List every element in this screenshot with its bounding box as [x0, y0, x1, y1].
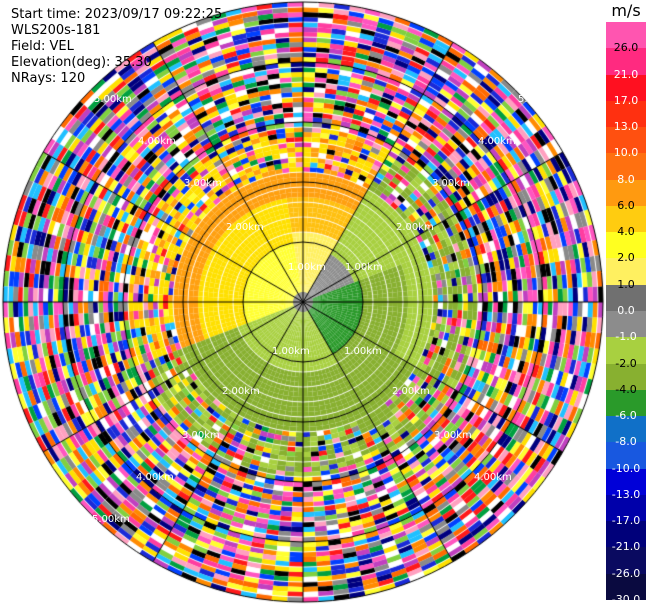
- range-label-3km-se: 3.00km: [434, 430, 472, 441]
- colorbar-tick-label: 17.0: [613, 93, 639, 107]
- colorbar-swatch: [606, 258, 646, 286]
- colorbar-swatch: [606, 179, 646, 207]
- start-time-label: Start time: 2023/09/17 09:22:25: [11, 7, 223, 22]
- range-label-5km-sw: 5.00km: [92, 514, 130, 525]
- range-label-1km-n: 1.00km: [288, 262, 326, 273]
- range-label-3km-sw: 3.00km: [182, 430, 220, 441]
- range-label-4km-sw: 4.00km: [136, 472, 174, 483]
- colorbar-tick-label: -1.0: [615, 330, 637, 344]
- colorbar-swatch: [606, 153, 646, 181]
- colorbar-swatch: [606, 205, 646, 233]
- colorbar-swatch: [606, 284, 646, 312]
- velocity-colorbar: 26.0 21.0 17.0 13.0 10.0 8.0 6.0 4.0 2.0 1.0 0.0 -1…: [606, 22, 646, 606]
- colorbar-swatch: [606, 337, 646, 365]
- colorbar-swatch: [606, 442, 646, 470]
- colorbar-swatch: [606, 48, 646, 76]
- colorbar-unit-label: m/s: [611, 1, 641, 20]
- colorbar-tick-label: -26.0: [611, 566, 641, 580]
- range-label-4km-nw: 4.00km: [138, 136, 176, 147]
- colorbar-tick-label: -10.0: [611, 461, 641, 475]
- colorbar-tick-label: -21.0: [611, 540, 641, 554]
- colorbar-swatch: [606, 468, 646, 496]
- colorbar-swatch: [606, 521, 646, 548]
- colorbar-tick-label: 4.0: [617, 225, 635, 239]
- range-label-5km-nw: 5.00km: [94, 94, 132, 105]
- range-label-1km-e: 1.00km: [345, 262, 383, 273]
- range-label-5km-se: 5.00km: [520, 514, 558, 525]
- colorbar-swatch: [606, 389, 646, 417]
- instrument-label: WLS200s-181: [11, 23, 101, 38]
- colorbar-swatch: [606, 547, 646, 575]
- colorbar-tick-label: -30.0: [611, 593, 641, 606]
- colorbar-swatch: [606, 127, 646, 154]
- range-label-5km-ne: 5.00km: [518, 94, 556, 105]
- colorbar-tick-label: -4.0: [615, 382, 637, 396]
- colorbar-swatch: [606, 416, 646, 443]
- colorbar-tick-label: 21.0: [613, 67, 639, 81]
- range-label-3km-nw: 3.00km: [184, 178, 222, 189]
- colorbar-swatch: [606, 311, 646, 338]
- range-label-1km-se: 1.00km: [344, 346, 382, 357]
- colorbar-tick-label: 1.0: [617, 277, 635, 291]
- range-label-1km-sw: 1.00km: [272, 346, 310, 357]
- range-label-2km-ne: 2.00km: [396, 222, 434, 233]
- range-label-3km-ne: 3.00km: [432, 178, 470, 189]
- nrays-label: NRays: 120: [11, 71, 86, 86]
- colorbar-tick-label: -2.0: [615, 356, 637, 370]
- colorbar-tick-label: -8.0: [615, 435, 637, 449]
- colorbar-swatch: [606, 573, 646, 601]
- elevation-label: Elevation(deg): 35.30: [11, 55, 152, 70]
- colorbar-tick-label: 8.0: [617, 172, 635, 186]
- range-label-2km-nw: 2.00km: [226, 222, 264, 233]
- colorbar-swatch: [606, 232, 646, 259]
- colorbar-tick-label: 0.0: [617, 304, 635, 317]
- range-label-2km-se: 2.00km: [392, 386, 430, 397]
- field-label: Field: VEL: [11, 39, 74, 54]
- colorbar-tick-label: 6.0: [617, 198, 635, 212]
- colorbar-tick-label: -13.0: [611, 487, 641, 501]
- colorbar-swatch: [606, 363, 646, 391]
- colorbar-tick-label: -17.0: [611, 514, 641, 528]
- colorbar-swatch: [606, 22, 646, 49]
- colorbar-swatch: [606, 74, 646, 102]
- range-label-4km-ne: 4.00km: [478, 136, 516, 147]
- colorbar-tick-label: -6.0: [615, 409, 637, 423]
- colorbar-tick-label: 26.0: [613, 41, 639, 55]
- colorbar-tick-label: 13.0: [613, 120, 639, 134]
- range-label-2km-sw: 2.00km: [222, 386, 260, 397]
- colorbar-tick-label: 2.0: [617, 251, 635, 265]
- colorbar-swatch: [606, 494, 646, 522]
- range-label-4km-se: 4.00km: [474, 472, 512, 483]
- colorbar-tick-label: 10.0: [613, 146, 639, 160]
- colorbar-swatch: [606, 100, 646, 128]
